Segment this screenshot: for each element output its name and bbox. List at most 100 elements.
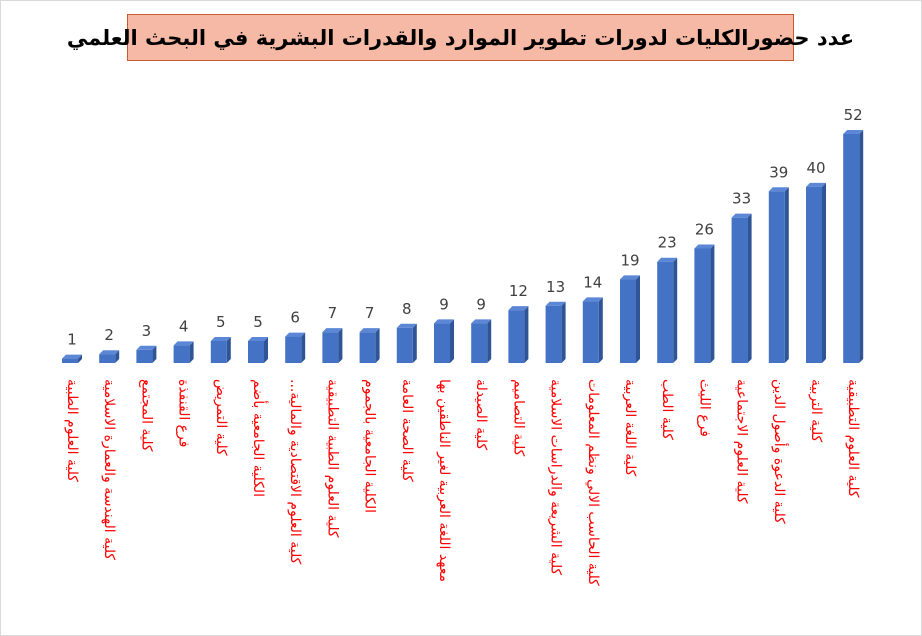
category-label: كلية الحاسب الالي ونظم المعلومات xyxy=(585,379,601,586)
bar-top xyxy=(620,275,640,280)
bar-side xyxy=(189,341,194,363)
data-label: 2 xyxy=(104,326,114,344)
bar-top xyxy=(359,328,380,333)
bar-top xyxy=(434,319,454,324)
bar-side xyxy=(710,244,715,363)
bar-side xyxy=(264,336,268,363)
bar xyxy=(434,323,450,363)
category-label: كلية التمريض xyxy=(213,379,229,456)
data-label: 52 xyxy=(844,106,863,124)
bar-side xyxy=(561,301,566,363)
bar xyxy=(545,305,562,363)
bar-side xyxy=(673,257,678,363)
category-label: كلية العلوم التطبيقية xyxy=(845,379,861,498)
bar xyxy=(248,340,264,363)
bar-side xyxy=(598,297,603,363)
category-label: كلية الصيدلة xyxy=(473,379,489,450)
bar-side xyxy=(301,332,306,363)
bar-top xyxy=(843,130,864,134)
category-label: الكلية الجامعية بالجموم xyxy=(362,379,378,513)
data-label: 39 xyxy=(769,163,788,181)
bar xyxy=(620,279,636,363)
data-label: 9 xyxy=(476,295,486,313)
data-label: 40 xyxy=(806,159,825,177)
category-label: معهد اللغة العربية لغير الناطقين بها xyxy=(436,379,452,582)
category-label: كلية الصحة العامة xyxy=(399,379,415,482)
bar xyxy=(806,186,822,363)
category-label: كلية العلوم الطبية التطبيقية xyxy=(324,379,340,538)
data-label: 14 xyxy=(583,273,602,291)
data-label: 3 xyxy=(142,322,152,340)
category-label: الكلية الجامعية بأضم xyxy=(250,379,269,497)
bar-top xyxy=(248,336,268,341)
data-label: 7 xyxy=(328,304,338,322)
bar xyxy=(359,332,376,363)
bar xyxy=(62,358,78,363)
bar-side xyxy=(822,182,826,363)
data-label: 1 xyxy=(67,331,77,349)
bar-top xyxy=(136,345,157,350)
chart-title: عدد حضورالكليات لدورات تطوير الموارد وال… xyxy=(66,25,855,50)
bar-side xyxy=(375,328,380,363)
bar xyxy=(508,310,525,363)
bar-side xyxy=(152,345,157,363)
category-label: كلية المجتمع xyxy=(138,379,154,452)
category-label: كلية الطب xyxy=(659,379,675,440)
category-label: كلية الدعوة وأصول الدين xyxy=(771,379,789,524)
data-label: 9 xyxy=(439,295,449,313)
bar-side xyxy=(450,319,454,363)
bar-side xyxy=(747,213,752,363)
data-label: 6 xyxy=(290,309,300,327)
bar xyxy=(322,332,339,363)
bar-side xyxy=(115,350,120,363)
data-label: 26 xyxy=(695,221,714,239)
data-label: 13 xyxy=(546,278,565,296)
bar xyxy=(731,217,748,363)
category-label: فرع القنفذة xyxy=(176,379,192,447)
bar-top xyxy=(99,350,120,355)
bar-top xyxy=(694,244,715,249)
category-label: كلية التربية xyxy=(808,379,824,443)
bar-side xyxy=(412,323,417,363)
data-label: 5 xyxy=(253,313,263,331)
bar-top xyxy=(582,297,603,302)
bar xyxy=(471,323,488,363)
bar-top xyxy=(768,187,789,192)
data-label: 12 xyxy=(509,282,528,300)
category-label: كلية الهندسة والعمارة الاسلامية xyxy=(101,379,117,560)
bar-top xyxy=(657,257,678,262)
data-label: 19 xyxy=(620,251,639,269)
chart-title-box: عدد حضورالكليات لدورات تطوير الموارد وال… xyxy=(67,14,854,61)
category-label: كلية العلوم الاقتصادية والمالية... xyxy=(287,379,303,565)
bar-top xyxy=(508,306,529,311)
bar xyxy=(210,340,227,363)
category-label: كلية التصاميم xyxy=(510,379,526,457)
bar xyxy=(99,354,116,363)
bar-side xyxy=(859,130,864,363)
bar-top xyxy=(396,323,417,328)
bar-top xyxy=(471,319,492,324)
bar xyxy=(285,336,302,363)
data-label: 5 xyxy=(216,313,226,331)
bar-side xyxy=(784,187,789,363)
bar-side xyxy=(487,319,492,363)
bar-top xyxy=(322,328,343,333)
data-label: 33 xyxy=(732,190,751,208)
data-label: 4 xyxy=(179,317,189,335)
bar xyxy=(657,261,674,363)
category-label: كلية اللغة العربية xyxy=(622,379,638,477)
bar xyxy=(694,248,711,363)
bar-side xyxy=(226,336,231,363)
data-label: 7 xyxy=(365,304,375,322)
bar xyxy=(173,345,190,363)
bar-side xyxy=(78,354,82,363)
bar-top xyxy=(285,332,306,337)
bar xyxy=(136,349,153,363)
data-label: 8 xyxy=(402,300,412,318)
bar xyxy=(843,134,860,363)
data-label: 23 xyxy=(658,234,677,252)
bar-top xyxy=(62,354,82,359)
bar-side xyxy=(524,306,529,363)
